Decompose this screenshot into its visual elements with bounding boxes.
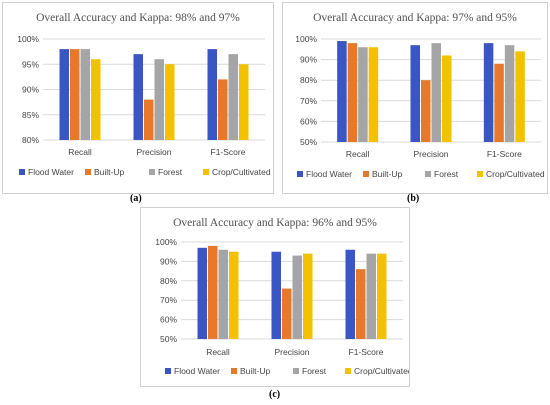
legend-swatch xyxy=(293,368,299,374)
bar xyxy=(504,45,515,142)
legend-label: Crop/Cultivated xyxy=(354,366,409,376)
x-category-label: F1-Score xyxy=(349,347,384,357)
x-category-label: F1-Score xyxy=(211,147,246,157)
y-tick-label: 95% xyxy=(22,59,39,69)
bar xyxy=(347,43,358,143)
y-tick-label: 80% xyxy=(160,276,177,286)
y-tick-label: 60% xyxy=(300,116,317,126)
chart-c-svg: Overall Accuracy and Kappa: 96% and 95% 1… xyxy=(155,217,409,376)
bar xyxy=(133,54,143,140)
legend-label: Forest xyxy=(434,169,459,179)
chart-title: Overall Accuracy and Kappa: 97% and 95% xyxy=(313,12,517,24)
bar xyxy=(218,249,228,339)
y-tick-label: 50% xyxy=(160,334,177,344)
legend-label: Built-Up xyxy=(240,366,271,376)
bar xyxy=(228,54,238,140)
bar xyxy=(515,51,525,142)
chart-title: Overall Accuracy and Kappa: 98% and 97% xyxy=(36,12,240,24)
legend-label: Built-Up xyxy=(94,167,125,177)
y-tick-label: 100% xyxy=(17,34,39,44)
chart-a-svg: Overall Accuracy and Kappa: 98% and 97% 1… xyxy=(17,12,271,177)
bar xyxy=(368,47,379,142)
legend-label: Flood Water xyxy=(174,366,220,376)
y-tick-label: 60% xyxy=(160,315,177,325)
caption-c: (c) xyxy=(269,389,281,400)
bar xyxy=(410,45,420,142)
x-category-label: Recall xyxy=(206,347,230,357)
legend-swatch xyxy=(19,169,25,175)
bar xyxy=(292,255,302,339)
bar xyxy=(207,49,217,140)
bar xyxy=(494,63,504,142)
legend-label: Flood Water xyxy=(28,167,74,177)
bar xyxy=(154,59,164,141)
bar xyxy=(197,247,207,339)
legend-swatch xyxy=(85,169,91,175)
legend-label: Built-Up xyxy=(372,169,403,179)
x-category-label: Precision xyxy=(275,347,310,357)
chart-panel-a: Overall Accuracy and Kappa: 98% and 97% 1… xyxy=(2,2,274,194)
y-tick-label: 90% xyxy=(160,256,177,266)
bar xyxy=(356,269,366,339)
y-tick-label: 70% xyxy=(160,295,177,305)
legend-swatch xyxy=(149,169,155,175)
y-tick-label: 50% xyxy=(300,137,317,147)
chart-title: Overall Accuracy and Kappa: 96% and 95% xyxy=(173,217,377,229)
legend-label: Flood Water xyxy=(306,169,352,179)
y-tick-label: 90% xyxy=(300,55,317,65)
bar xyxy=(59,49,69,140)
bar xyxy=(282,288,292,339)
bar xyxy=(144,99,154,140)
caption-a: (a) xyxy=(130,193,142,204)
y-tick-label: 100% xyxy=(155,237,177,247)
y-tick-label: 80% xyxy=(22,135,39,145)
legend-swatch xyxy=(425,171,431,177)
bar xyxy=(91,59,101,141)
x-category-label: Recall xyxy=(68,147,92,157)
bar xyxy=(218,79,228,140)
bar xyxy=(303,253,313,339)
bar xyxy=(208,245,218,339)
bar xyxy=(377,253,387,339)
bar xyxy=(358,47,368,142)
x-category-label: Precision xyxy=(137,147,172,157)
bar xyxy=(421,80,431,142)
bar xyxy=(239,64,249,140)
legend-label: Crop/Cultivated xyxy=(212,167,271,177)
y-tick-label: 70% xyxy=(300,96,317,106)
bar xyxy=(165,64,175,140)
legend-label: Forest xyxy=(158,167,183,177)
legend-label: Forest xyxy=(302,366,327,376)
x-category-label: Precision xyxy=(414,149,449,159)
x-category-label: Recall xyxy=(346,149,370,159)
caption-b: (b) xyxy=(407,193,420,204)
y-tick-label: 100% xyxy=(295,34,317,44)
chart-panel-b: Overall Accuracy and Kappa: 97% and 95% 1… xyxy=(282,2,548,194)
bar xyxy=(229,251,239,339)
y-tick-label: 85% xyxy=(22,110,39,120)
bar xyxy=(483,43,494,143)
bar xyxy=(80,49,90,140)
legend-swatch xyxy=(231,368,237,374)
legend-swatch xyxy=(363,171,369,177)
legend-swatch xyxy=(297,171,303,177)
legend-swatch xyxy=(345,368,351,374)
legend-swatch xyxy=(165,368,171,374)
bar xyxy=(442,55,452,143)
y-tick-label: 80% xyxy=(300,75,317,85)
bar xyxy=(431,43,441,143)
y-tick-label: 90% xyxy=(22,85,39,95)
bar xyxy=(366,253,376,339)
bar xyxy=(70,49,80,140)
bar xyxy=(345,249,355,339)
chart-panel-c: Overall Accuracy and Kappa: 96% and 95% 1… xyxy=(140,207,410,387)
legend-swatch xyxy=(477,171,483,177)
bar xyxy=(337,41,347,143)
legend-swatch xyxy=(203,169,209,175)
legend-label: Crop/Cultivated xyxy=(486,169,545,179)
x-category-label: F1-Score xyxy=(487,149,522,159)
chart-b-svg: Overall Accuracy and Kappa: 97% and 95% 1… xyxy=(295,12,545,179)
bar xyxy=(271,251,281,339)
